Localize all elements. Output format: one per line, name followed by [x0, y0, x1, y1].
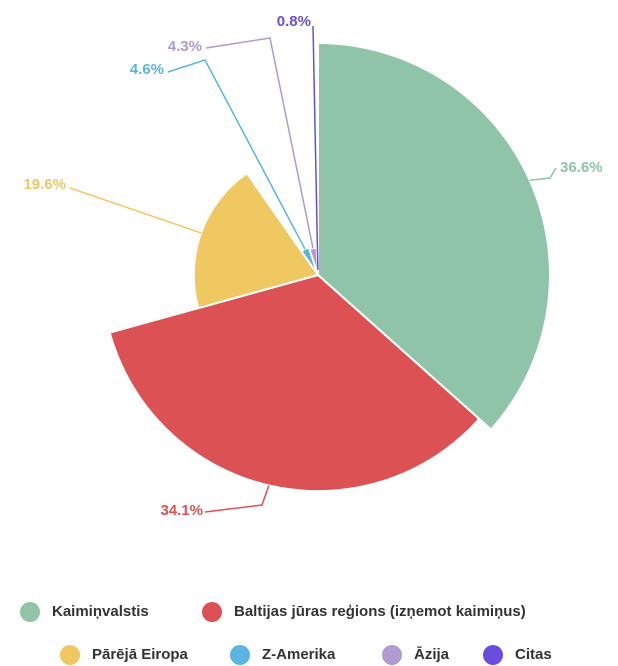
legend-label: Z-Amerika [262, 646, 336, 663]
legend-label: Āzija [414, 646, 450, 663]
leader-line [529, 167, 557, 181]
leader-line [205, 37, 314, 249]
pie-slice [108, 273, 481, 493]
leader-line [167, 59, 306, 250]
leader-line [312, 25, 319, 270]
legend-marker [202, 602, 222, 622]
legend-label: Citas [515, 646, 552, 663]
legend-label: Baltijas jūras reģions (izņemot kaimiņus… [234, 603, 526, 620]
legend-label: Pārējā Eiropa [92, 646, 189, 663]
value-label: 19.6% [23, 176, 66, 193]
pie-slice [192, 171, 320, 310]
value-label: 34.1% [160, 502, 203, 519]
legend-marker [20, 602, 40, 622]
legend-label: Kaimiņvalstis [52, 603, 149, 620]
legend-marker [483, 645, 503, 665]
value-label: 36.6% [560, 159, 603, 176]
leader-line [69, 187, 202, 234]
value-label: 4.3% [168, 38, 202, 55]
leader-line [204, 485, 270, 513]
value-label: 0.8% [277, 13, 311, 30]
value-label: 4.6% [130, 61, 164, 78]
legend-marker [230, 645, 250, 665]
legend-marker [60, 645, 80, 665]
legend-marker [382, 645, 402, 665]
pie-slice [308, 246, 319, 276]
pie-slice [317, 41, 551, 431]
